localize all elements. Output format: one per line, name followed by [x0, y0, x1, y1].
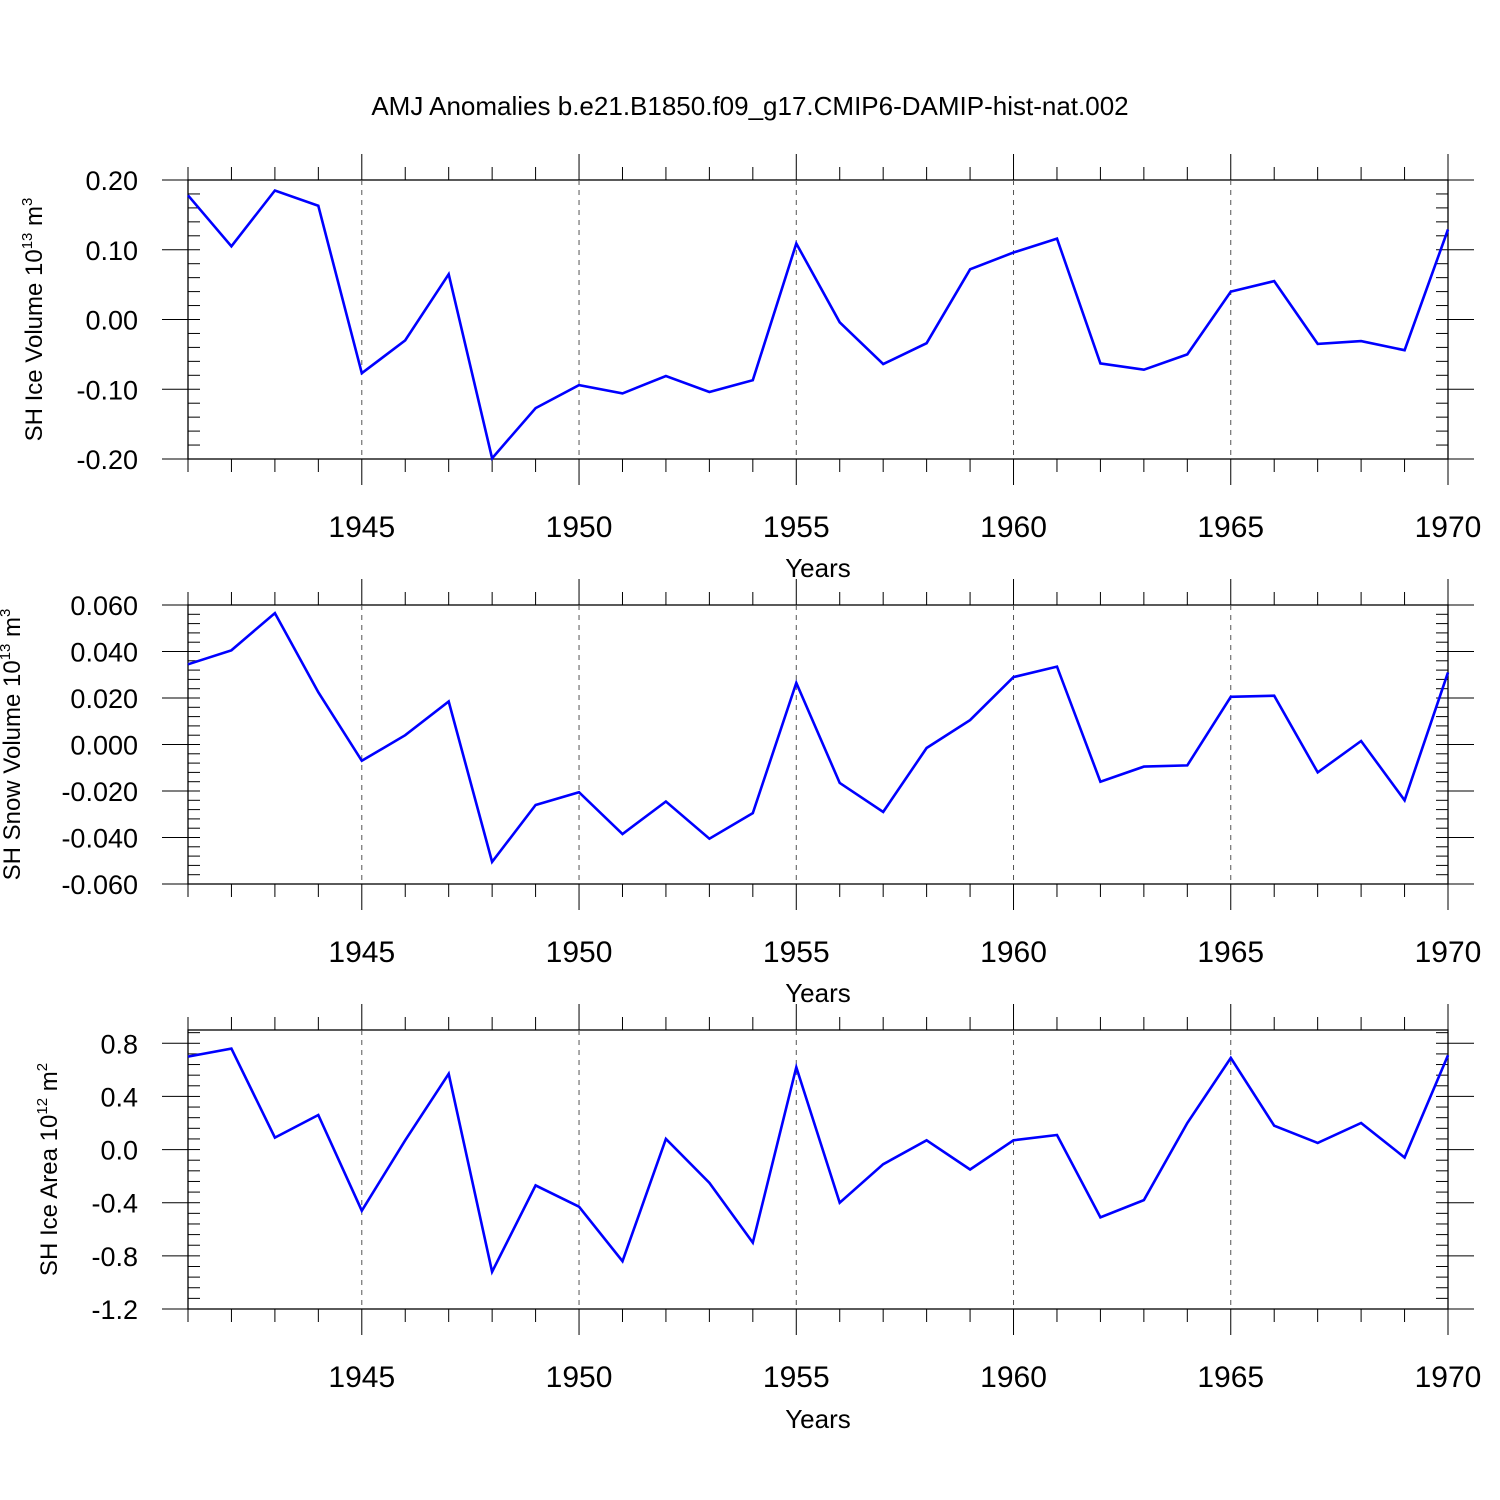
x-tick-label: 1960	[980, 936, 1047, 969]
x-tick-label: 1950	[546, 1361, 613, 1394]
y-axis-label-text: SH Snow Volume 10	[0, 660, 26, 880]
data-series-line	[187, 1047, 1450, 1276]
y-tick-label: 0.10	[85, 236, 138, 266]
y-axis-label-superscript: 3	[0, 609, 14, 617]
x-tick-label: 1970	[1415, 936, 1482, 969]
y-tick-label: 0.00	[85, 306, 138, 336]
x-tick-label: 1950	[546, 936, 613, 969]
y-tick-label: 0.20	[85, 166, 138, 196]
x-tick-label: 1965	[1197, 936, 1264, 969]
plot-frame	[187, 604, 1449, 885]
chart-panels: 0.20 0.10 0.00 -0.10 -0.20 1945 1950 1955 1960 19…	[0, 154, 1481, 1434]
x-tick-label: 1960	[980, 511, 1047, 544]
x-tick-label: 1950	[546, 511, 613, 544]
x-tick-label: 1945	[328, 936, 395, 969]
data-series-line	[187, 188, 1450, 462]
y-tick-label: 0.040	[70, 638, 138, 668]
y-tick-label: -0.060	[61, 870, 138, 900]
y-tick-label: 0.060	[70, 591, 138, 621]
plot-frame	[187, 1029, 1449, 1310]
x-axis-label: Years	[785, 1404, 851, 1434]
y-tick-label: 0.8	[100, 1029, 138, 1059]
y-axis-label-text: m	[36, 1071, 63, 1098]
y-axis-label: SH Ice Volume 1013 m3	[19, 198, 48, 442]
y-tick-label: 0.4	[100, 1082, 138, 1112]
y-axis-label-text: SH Ice Volume 10	[21, 249, 48, 441]
y-tick-label: -0.020	[61, 777, 138, 807]
x-tick-label: 1945	[328, 1361, 395, 1394]
x-axis-label: Years	[785, 978, 851, 1008]
data-series-line	[187, 611, 1450, 865]
x-tick-label: 1960	[980, 1361, 1047, 1394]
y-tick-label: 0.0	[100, 1136, 138, 1166]
x-tick-label: 1965	[1197, 511, 1264, 544]
plot-frame	[187, 179, 1449, 460]
x-tick-label: 1955	[763, 511, 830, 544]
panel-3: 0.8 0.4 0.0 -0.4 -0.8 -1.2 1945 1950 1955 1960 196…	[34, 1004, 1481, 1434]
y-axis-label-superscript: 2	[34, 1063, 51, 1071]
y-axis-label-superscript: 12	[34, 1098, 51, 1115]
y-axis-label-text: m	[0, 617, 26, 644]
panel-2: 0.060 0.040 0.020 0.000 -0.020 -0.040 -0.060 19…	[0, 579, 1481, 1008]
x-tick-label: 1945	[328, 511, 395, 544]
y-axis-label-superscript: 13	[19, 233, 36, 250]
y-axis-label-superscript: 3	[19, 198, 36, 206]
y-tick-label: -0.8	[91, 1242, 138, 1272]
y-tick-label: -0.20	[76, 445, 138, 475]
y-tick-label: 0.000	[70, 731, 138, 761]
y-tick-label: -0.040	[61, 824, 138, 854]
x-tick-label: 1965	[1197, 1361, 1264, 1394]
panel-1: 0.20 0.10 0.00 -0.10 -0.20 1945 1950 1955 1960 19…	[19, 154, 1481, 583]
y-tick-label: 0.020	[70, 684, 138, 714]
chart-title: AMJ Anomalies b.e21.B1850.f09_g17.CMIP6-…	[371, 91, 1128, 121]
x-tick-label: 1955	[763, 1361, 830, 1394]
x-tick-label: 1970	[1415, 1361, 1482, 1394]
y-tick-label: -0.10	[76, 375, 138, 405]
y-axis-label: SH Snow Volume 1013 m3	[0, 609, 26, 881]
y-axis-label-text: m	[21, 206, 48, 233]
x-tick-label: 1970	[1415, 511, 1482, 544]
x-tick-label: 1955	[763, 936, 830, 969]
y-axis-label: SH Ice Area 1012 m2	[34, 1063, 63, 1276]
y-tick-label: -1.2	[91, 1295, 138, 1325]
y-axis-label-text: SH Ice Area 10	[36, 1115, 63, 1276]
y-tick-label: -0.4	[91, 1189, 138, 1219]
x-axis-label: Years	[785, 553, 851, 583]
y-axis-label-superscript: 13	[0, 644, 14, 661]
